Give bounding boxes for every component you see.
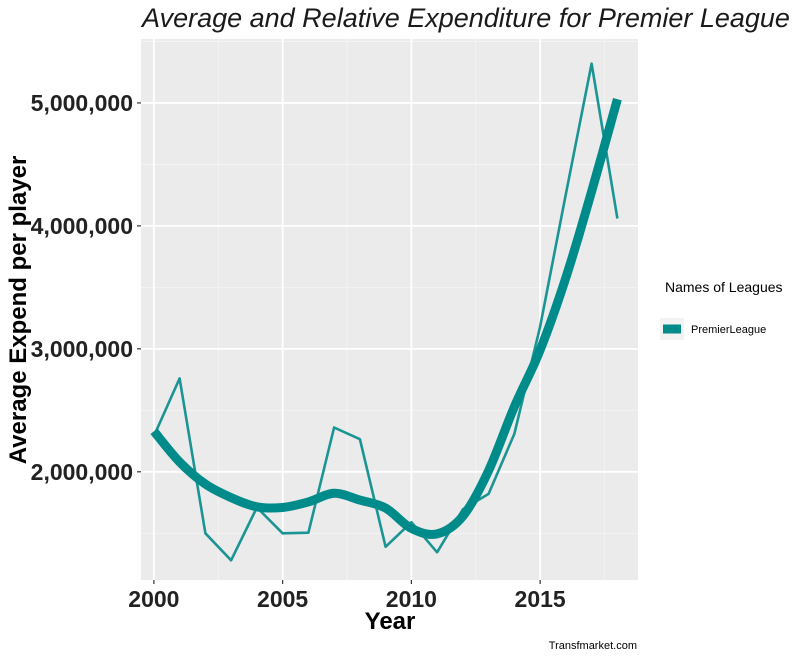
x-tick-label: 2000 xyxy=(128,586,179,612)
legend-title: Names of Leagues xyxy=(665,279,783,295)
series-smoothed xyxy=(150,97,622,539)
series-line-premierleague-smoothed xyxy=(150,97,622,539)
chart-title: Average and Relative Expenditure for Pre… xyxy=(140,3,790,33)
legend-label-premierleague: PremierLeague xyxy=(691,324,766,336)
x-axis-label: Year xyxy=(365,608,416,635)
y-tick-label: 4,000,000 xyxy=(31,213,133,239)
grid-major xyxy=(141,39,638,580)
x-tick-label: 2005 xyxy=(257,586,308,612)
y-axis-ticks: 2,000,000 3,000,000 4,000,000 5,000,000 xyxy=(31,90,141,485)
x-tick-label: 2010 xyxy=(386,586,437,612)
y-tick-label: 2,000,000 xyxy=(31,459,133,485)
y-tick-label: 3,000,000 xyxy=(31,336,133,362)
x-axis-ticks: 2000 2005 2010 2015 xyxy=(128,580,566,612)
series-line-premierleague-raw xyxy=(152,62,619,562)
x-tick-label: 2015 xyxy=(515,586,566,612)
y-axis-label: Average Expend per player xyxy=(5,156,32,465)
y-tick-label: 5,000,000 xyxy=(31,90,133,116)
caption: Transfmarket.com xyxy=(549,640,637,652)
plot-panel xyxy=(141,39,638,580)
legend: Names of Leagues PremierLeague xyxy=(660,279,783,340)
series-raw xyxy=(152,62,619,562)
grid-minor xyxy=(141,39,638,580)
